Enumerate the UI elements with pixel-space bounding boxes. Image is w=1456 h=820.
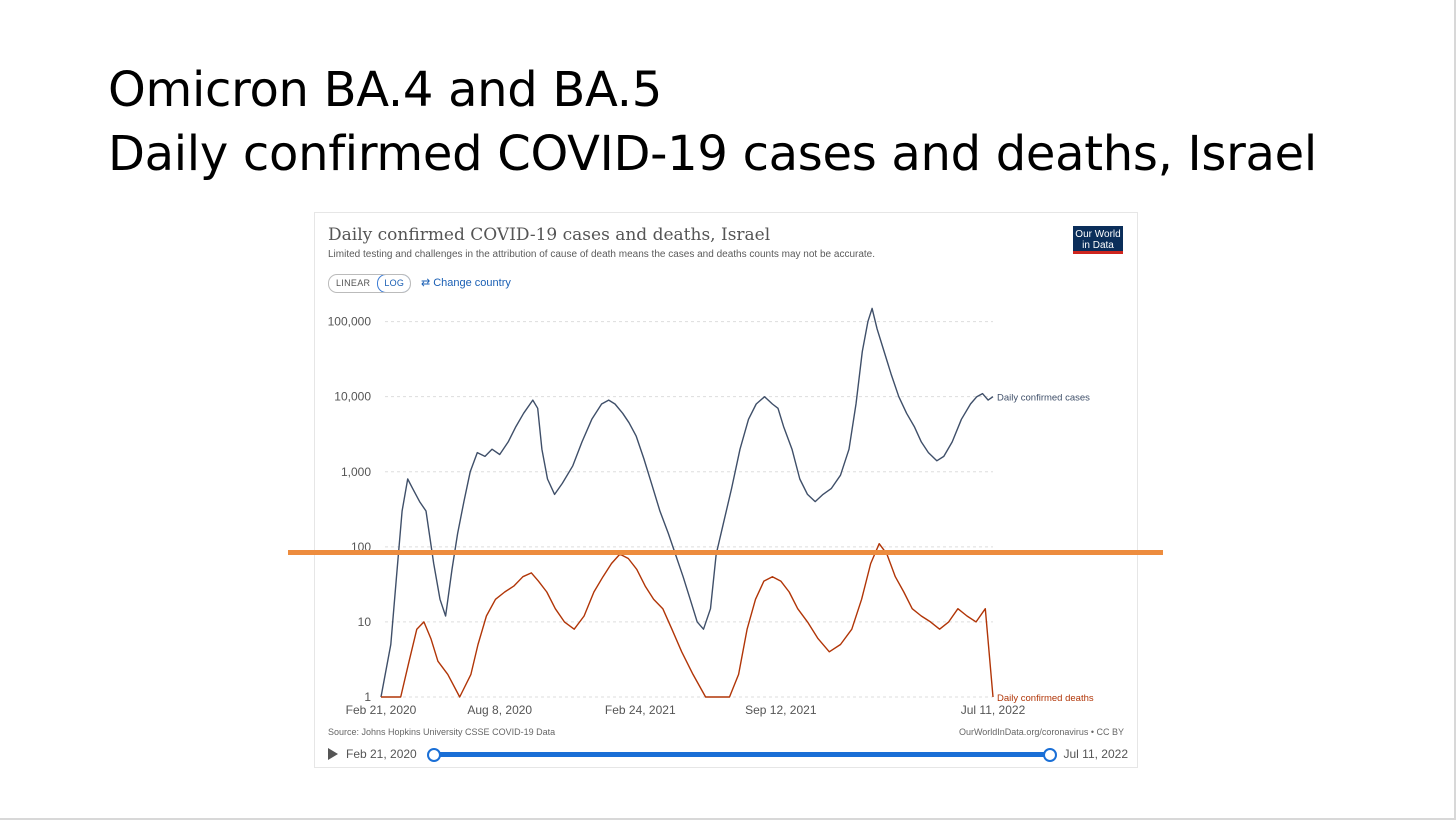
- timeline-start-handle[interactable]: [427, 748, 441, 762]
- series-lines: [380, 307, 994, 698]
- x-tick-label-0: Feb 21, 2020: [346, 703, 417, 717]
- timeline-end-label: Jul 11, 2022: [1063, 747, 1129, 761]
- timeline-start-label: Feb 21, 2020: [346, 747, 417, 761]
- timeline: Feb 21, 2020 Jul 11, 2022: [328, 745, 1128, 763]
- gridlines: [385, 321, 993, 698]
- swap-arrows-icon: ⇄: [421, 277, 431, 289]
- y-tick-label-1: 10: [358, 615, 372, 629]
- change-country-link[interactable]: ⇄ Change country: [421, 276, 511, 289]
- y-tick-label-0: 1: [364, 690, 371, 704]
- series-labels: Daily confirmed cases Daily confirmed dea…: [997, 393, 1094, 704]
- owid-logo-line-1: Our World: [1075, 229, 1121, 240]
- series-line-cases: [380, 307, 994, 698]
- source-text[interactable]: Source: Johns Hopkins University CSSE CO…: [328, 727, 556, 737]
- chart-title: Daily confirmed COVID-19 cases and death…: [328, 225, 771, 245]
- x-tick-label-4: Jul 11, 2022: [961, 703, 1026, 717]
- chart-subtitle: Limited testing and challenges in the at…: [328, 249, 876, 260]
- linear-scale-button[interactable]: LINEAR: [336, 278, 371, 288]
- y-tick-label-5: 100,000: [328, 315, 372, 329]
- slide-title-line-1: Omicron BA.4 and BA.5: [108, 62, 662, 118]
- change-country-label: Change country: [433, 277, 511, 289]
- series-line-deaths: [381, 543, 994, 698]
- log-scale-button[interactable]: LOG: [377, 275, 411, 292]
- scale-toggle: LINEAR LOG: [328, 274, 412, 293]
- x-axis-tick-labels: Feb 21, 2020 Aug 8, 2020 Feb 24, 2021 Sep 1…: [346, 703, 1026, 717]
- owid-logo[interactable]: Our World in Data: [1073, 226, 1123, 254]
- series-label-cases: Daily confirmed cases: [997, 393, 1090, 404]
- x-tick-label-2: Feb 24, 2021: [605, 703, 676, 717]
- owid-chart-frame: Daily confirmed COVID-19 cases and death…: [314, 212, 1138, 768]
- timeline-end-handle[interactable]: [1043, 748, 1057, 762]
- y-tick-label-3: 1,000: [341, 465, 371, 479]
- credit-text[interactable]: OurWorldInData.org/coronavirus • CC BY: [958, 727, 1124, 737]
- x-tick-label-1: Aug 8, 2020: [467, 703, 532, 717]
- play-icon[interactable]: [328, 748, 338, 760]
- slide-border-bottom: [0, 818, 1456, 820]
- slide-title: Omicron BA.4 and BA.5 Daily confirmed CO…: [108, 58, 1317, 186]
- slide-border-right: [1454, 0, 1456, 820]
- slide-title-line-2: Daily confirmed COVID-19 cases and death…: [108, 126, 1317, 182]
- highlight-reference-line: [288, 550, 1163, 555]
- y-tick-label-4: 10,000: [334, 390, 371, 404]
- timeline-track[interactable]: [433, 752, 1047, 757]
- series-label-deaths: Daily confirmed deaths: [997, 693, 1094, 704]
- x-tick-label-3: Sep 12, 2021: [745, 703, 817, 717]
- owid-logo-line-2: in Data: [1082, 240, 1114, 251]
